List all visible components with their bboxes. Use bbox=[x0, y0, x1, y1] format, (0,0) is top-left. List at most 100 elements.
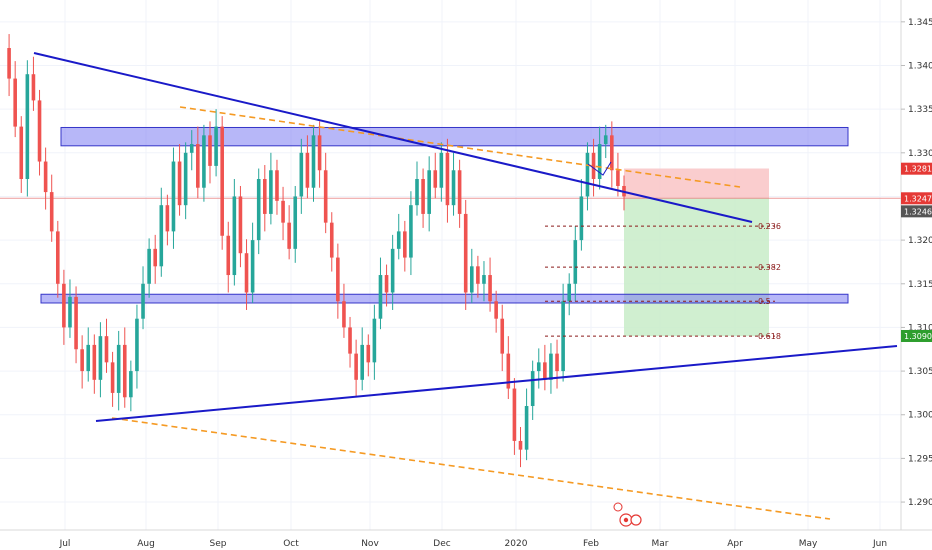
events-icon[interactable] bbox=[613, 502, 642, 527]
candle-body bbox=[55, 231, 60, 284]
candle-body bbox=[256, 178, 261, 241]
candle-body bbox=[153, 248, 158, 267]
y-tick-label: 1.29000 bbox=[908, 498, 932, 508]
candle-body bbox=[74, 296, 78, 350]
candle-body bbox=[360, 344, 365, 380]
candle-body bbox=[7, 48, 11, 79]
candle-body bbox=[208, 135, 212, 166]
candle-body bbox=[129, 371, 133, 398]
price-badge bbox=[901, 329, 932, 342]
candle-body bbox=[494, 301, 498, 319]
fib-level-label: 0.5 bbox=[758, 297, 771, 306]
x-tick-label: May bbox=[799, 539, 818, 549]
candle-body bbox=[482, 275, 486, 284]
candle-body bbox=[214, 126, 218, 166]
candle-body bbox=[329, 222, 334, 258]
x-tick-label: Apr bbox=[727, 539, 743, 549]
candle-body bbox=[165, 205, 170, 232]
candle-body bbox=[43, 161, 48, 193]
x-tick-label: Mar bbox=[652, 539, 669, 549]
candle-body bbox=[536, 362, 541, 372]
candle-body bbox=[378, 275, 383, 319]
candle-body bbox=[104, 336, 109, 363]
candle-body bbox=[439, 152, 444, 188]
candle-body bbox=[226, 235, 231, 276]
dashed-channel-upper[interactable] bbox=[179, 106, 741, 188]
price-badge bbox=[901, 205, 932, 218]
candle-body bbox=[409, 205, 413, 258]
candle-body bbox=[305, 152, 310, 188]
candle-body bbox=[19, 126, 24, 179]
candle-body bbox=[543, 362, 547, 380]
ascending-trendline[interactable] bbox=[95, 345, 898, 422]
price-badge-label: 1.32818 bbox=[904, 165, 932, 174]
price-badge-label: 1.32467 bbox=[904, 207, 932, 216]
candle-body bbox=[13, 78, 17, 127]
candle-body bbox=[183, 152, 188, 206]
candle-body bbox=[518, 440, 523, 450]
price-axis[interactable]: 1.345001.340001.335001.330001.325001.320… bbox=[900, 0, 932, 530]
candle-body bbox=[135, 318, 139, 372]
support-zone[interactable] bbox=[40, 293, 849, 304]
candle-body bbox=[269, 170, 273, 214]
fibonacci-levels[interactable]: 0.236 0.382 0.5 0.618 bbox=[545, 222, 781, 341]
candle-body bbox=[610, 135, 614, 171]
candle-body bbox=[62, 283, 66, 328]
candle-body bbox=[177, 161, 182, 206]
candle-body bbox=[445, 152, 450, 206]
candle-body bbox=[220, 126, 224, 236]
candle-body bbox=[597, 144, 602, 179]
candle-body bbox=[555, 353, 559, 372]
y-tick-label: 1.34500 bbox=[908, 18, 932, 28]
fib-level-label: 0.382 bbox=[758, 263, 781, 272]
candle-body bbox=[122, 344, 127, 398]
candle-body bbox=[390, 248, 395, 293]
y-tick-label: 1.30500 bbox=[908, 367, 932, 377]
x-tick-label: Oct bbox=[283, 539, 299, 549]
candle-body bbox=[244, 253, 249, 293]
time-axis[interactable]: Jul Aug Sep Oct Nov Dec 2020 Feb Mar Apr May Jun bbox=[0, 529, 932, 549]
descending-trendline[interactable] bbox=[33, 52, 753, 223]
y-tick-label: 1.30000 bbox=[908, 411, 932, 421]
y-tick-label: 1.34000 bbox=[908, 61, 932, 71]
candle-body bbox=[457, 170, 462, 214]
candle-body bbox=[299, 152, 304, 197]
price-badge-label: 1.32479 bbox=[904, 194, 932, 203]
candle-body bbox=[275, 170, 279, 201]
candle-body bbox=[281, 200, 285, 223]
candle-body bbox=[25, 74, 30, 179]
candle-body bbox=[98, 336, 103, 380]
drawings-layer[interactable] bbox=[33, 52, 898, 520]
x-tick-label: Jun bbox=[872, 539, 887, 549]
candle-body bbox=[354, 353, 358, 380]
fib-level-label: 0.618 bbox=[758, 332, 781, 341]
candle-body bbox=[317, 135, 322, 171]
candle-body bbox=[68, 296, 72, 328]
candle-body bbox=[421, 178, 425, 214]
dashed-channel-lower[interactable] bbox=[111, 417, 831, 520]
candle-body bbox=[384, 275, 389, 293]
candle-body bbox=[348, 327, 352, 354]
price-badge-label: 1.30902 bbox=[904, 332, 932, 341]
candle-body bbox=[591, 152, 596, 179]
x-tick-label: Dec bbox=[433, 539, 450, 549]
x-tick-label: Aug bbox=[137, 539, 155, 549]
candle-body bbox=[293, 196, 298, 249]
candle-body bbox=[141, 283, 145, 319]
y-tick-label: 1.32000 bbox=[908, 236, 932, 246]
resistance-zone[interactable] bbox=[60, 126, 849, 147]
candle-body bbox=[549, 353, 553, 380]
candle-body bbox=[530, 371, 535, 407]
candle-body bbox=[147, 248, 151, 284]
candle-body bbox=[579, 196, 584, 241]
candle-body bbox=[433, 170, 438, 188]
candle-body bbox=[451, 170, 456, 206]
candle-body bbox=[512, 388, 517, 441]
candle-body bbox=[616, 170, 620, 186]
candle-body bbox=[366, 344, 371, 363]
candle-body bbox=[463, 213, 468, 293]
pullback-arrow[interactable] bbox=[587, 161, 612, 176]
candle-body bbox=[232, 196, 237, 276]
candle-body bbox=[116, 344, 121, 393]
